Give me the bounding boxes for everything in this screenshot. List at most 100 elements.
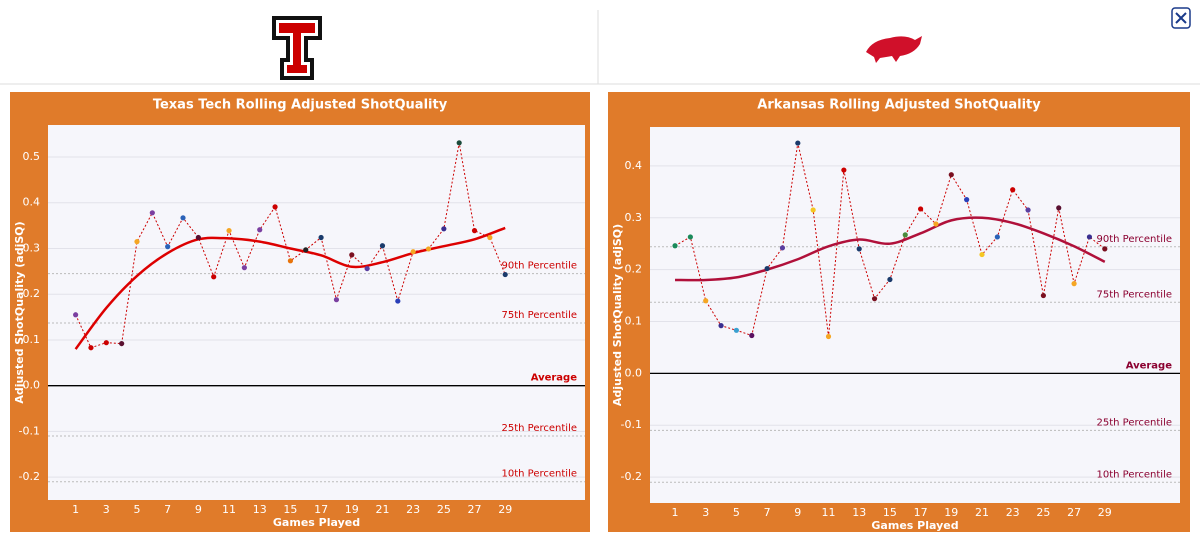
x-tick-label: 29 [498,503,512,516]
game-point [994,234,1000,240]
x-tick-label: 13 [852,506,866,519]
x-tick-label: 23 [406,503,420,516]
game-point [779,245,786,251]
reference-label: 90th Percentile [1097,234,1173,245]
game-point [119,340,125,347]
y-tick-label: 0.4 [23,196,41,209]
game-point [948,172,954,178]
y-axis-label: Adjusted ShotQuality (adjSQ) [13,221,26,403]
game-point [703,298,709,304]
game-point [410,249,416,255]
game-point [441,226,447,232]
game-point [502,271,508,278]
chart-panel: Arkansas Rolling Adjusted ShotQuality Gam… [608,92,1190,532]
x-tick-label: 27 [468,503,482,516]
reference-label: Average [1126,360,1173,371]
reference-label: 75th Percentile [1097,289,1173,300]
plot-area [48,125,585,500]
game-point [211,274,217,280]
x-tick-label: 1 [672,506,679,519]
reference-label: 10th Percentile [502,469,578,480]
x-tick-label: 13 [253,503,267,516]
game-point [349,252,355,258]
y-tick-label: 0.2 [625,263,643,276]
game-point [303,247,309,253]
game-point [1102,246,1108,252]
game-point [364,265,370,272]
y-axis-label: Adjusted ShotQuality (adjSQ) [611,224,624,406]
x-tick-label: 7 [164,503,171,516]
game-point [272,204,278,210]
x-tick-label: 19 [345,503,359,516]
game-point [471,228,478,234]
x-tick-label: 9 [195,503,202,516]
game-point [871,296,878,302]
x-tick-label: 27 [1067,506,1081,519]
game-point [1040,292,1046,299]
game-point [933,221,939,227]
reference-label: 25th Percentile [1097,417,1173,428]
x-tick-label: 17 [314,503,328,516]
x-tick-label: 15 [883,506,897,519]
x-axis-label: Games Played [273,516,360,529]
game-point [687,234,693,240]
texas-tech-logo [272,16,322,80]
y-tick-label: 0.1 [23,333,41,346]
game-point [1071,281,1077,287]
game-point [257,227,263,233]
y-tick-label: 0.2 [23,287,41,300]
game-point [672,243,678,249]
trend-line [675,216,1106,282]
x-tick-label: 21 [975,506,989,519]
y-tick-label: 0.0 [625,366,643,379]
game-point [487,234,493,241]
reference-label: 25th Percentile [502,423,578,434]
game-point [103,340,109,346]
x-tick-label: 23 [1006,506,1020,519]
chart-panel: Texas Tech Rolling Adjusted ShotQuality G… [10,92,590,532]
game-point [318,234,324,241]
x-tick-label: 17 [914,506,928,519]
game-point [825,333,832,340]
x-tick-label: 3 [702,506,709,519]
x-tick-label: 7 [764,506,771,519]
game-point [733,327,740,333]
game-point [180,215,186,221]
game-point [287,258,294,264]
game-point [1056,205,1062,211]
x-tick-label: 11 [822,506,836,519]
game-point [979,251,985,258]
game-point [241,265,247,271]
x-tick-label: 15 [283,503,297,516]
x-tick-label: 25 [437,503,451,516]
game-point [379,243,386,249]
game-point [918,206,924,212]
game-point [134,239,140,245]
plot-area [650,127,1180,503]
game-point [749,332,755,339]
game-point [88,345,94,351]
x-tick-label: 5 [133,503,140,516]
trend-line [74,226,506,350]
game-point [795,140,801,146]
x-tick-label: 29 [1098,506,1112,519]
game-point [1025,207,1031,213]
reference-label: 75th Percentile [502,310,578,321]
game-point [856,246,862,252]
close-button[interactable] [1171,7,1191,29]
x-tick-label: 5 [733,506,740,519]
game-point [1010,187,1016,193]
y-tick-label: -0.2 [621,470,642,483]
game-point [149,210,155,216]
game-point [195,234,201,241]
game-point [73,312,79,318]
x-tick-label: 21 [375,503,389,516]
x-tick-label: 9 [794,506,801,519]
reference-label: 10th Percentile [1097,469,1173,480]
game-point [902,232,908,238]
game-point [718,323,724,329]
y-tick-label: -0.1 [19,424,40,437]
game-point [226,228,232,234]
y-tick-label: 0.4 [625,159,643,172]
